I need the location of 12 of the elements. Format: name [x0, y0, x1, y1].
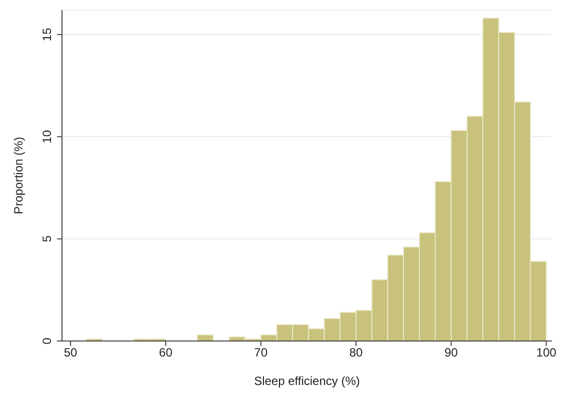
y-tick-label: 15: [40, 28, 54, 42]
y-axis-title: Proportion (%): [11, 136, 26, 214]
x-tick-label: 70: [254, 346, 268, 360]
y-tick-label: 5: [40, 235, 54, 242]
y-tick-label: 10: [40, 130, 54, 144]
x-tick-label: 100: [536, 346, 557, 360]
x-tick-label: 60: [159, 346, 173, 360]
x-tick-label: 90: [444, 346, 458, 360]
x-tick-label: 50: [64, 346, 78, 360]
y-tick-label: 0: [40, 337, 54, 344]
x-tick-label: 80: [349, 346, 363, 360]
x-axis-title: Sleep efficiency (%): [254, 374, 360, 388]
